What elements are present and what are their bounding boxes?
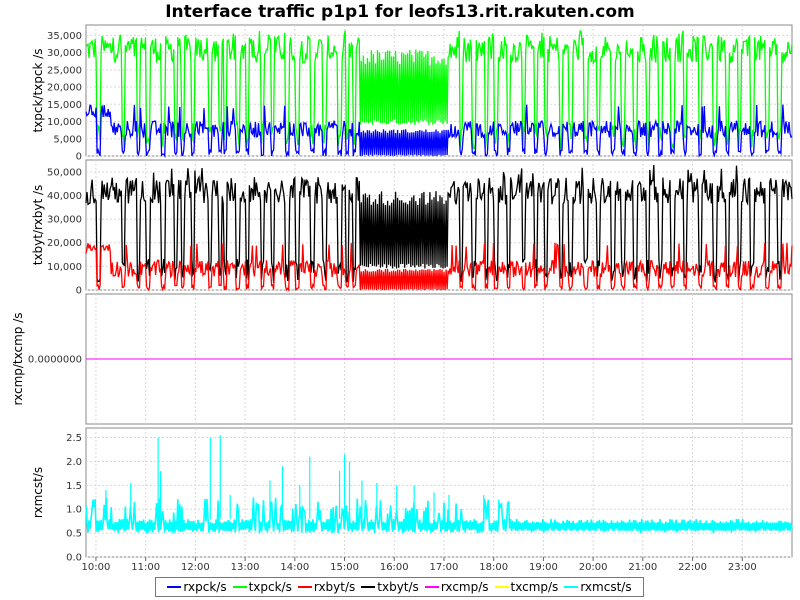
x-tick-label-0: 10:00: [82, 562, 111, 573]
panel-4-ytick-label-2: 1.0: [66, 505, 82, 516]
panel-2-ytick-label-1: 10,000: [47, 262, 82, 273]
legend-item-rxmcst-s: rxmcst/s: [564, 580, 632, 594]
x-tick-label-2: 12:00: [181, 562, 210, 573]
panel-1-ytick-label-3: 15,000: [47, 100, 82, 111]
legend-item-rxcmp-s: rxcmp/s: [424, 580, 489, 594]
panel-4-ytick-label-3: 1.5: [66, 481, 82, 492]
legend-item-txpck-s: txpck/s: [232, 580, 292, 594]
panel-4-ylabel: rxmcst/s: [31, 467, 45, 518]
panel-2-ytick-label-0: 0: [76, 286, 82, 297]
x-tick-label-7: 17:00: [430, 562, 459, 573]
series-txbyt-s-line: [85, 164, 793, 283]
legend-label: rxpck/s: [183, 580, 227, 594]
legend-swatch: [167, 586, 182, 588]
panel-1-ytick-label-7: 35,000: [47, 31, 82, 42]
x-tick-label-1: 11:00: [131, 562, 160, 573]
panel-4-ytick-label-4: 2.0: [66, 457, 82, 468]
x-tick-label-8: 18:00: [479, 562, 508, 573]
series-rxpck-s-line: [85, 104, 793, 159]
legend-label: txcmp/s: [510, 580, 559, 594]
legend-item-txcmp-s: txcmp/s: [494, 580, 559, 594]
legend-swatch: [232, 586, 247, 588]
panel-1-ytick-label-0: 0: [76, 152, 82, 163]
panel-2-ytick-label-5: 50,000: [47, 167, 82, 178]
panel-2-ytick-label-4: 40,000: [47, 191, 82, 202]
panel-1-ytick-label-5: 25,000: [47, 65, 82, 76]
x-tick-label-4: 14:00: [280, 562, 309, 573]
panel-4-ytick-label-5: 2.5: [66, 433, 82, 444]
legend-swatch: [564, 586, 579, 588]
legend-label: rxmcst/s: [580, 580, 632, 594]
legend-label: txpck/s: [248, 580, 292, 594]
panel-4-frame: [85, 427, 793, 558]
legend-item-txbyt-s: txbyt/s: [361, 580, 419, 594]
series-rxmcst-line: [85, 497, 793, 534]
legend-label: txbyt/s: [377, 580, 419, 594]
series-rxbyt-s-line: [85, 242, 793, 292]
panel-1-ytick-label-2: 10,000: [47, 117, 82, 128]
legend-label: rxcmp/s: [440, 580, 489, 594]
panel-1-ytick-label-1: 5,000: [53, 134, 82, 145]
x-tick-label-11: 21:00: [628, 562, 657, 573]
panel-1-ylabel: txpck/txpck /s: [31, 48, 45, 132]
panel-1-ytick-label-4: 20,000: [47, 83, 82, 94]
legend-item-rxpck-s: rxpck/s: [167, 580, 227, 594]
legend: rxpck/s txpck/s rxbyt/s txbyt/s rxcmp/s txcmp…: [155, 577, 644, 597]
panel-3-ytick-label-0: 0.0000000: [28, 355, 82, 366]
series-txpck-s-line: [85, 29, 793, 150]
legend-swatch: [424, 586, 439, 588]
x-tick-label-5: 15:00: [330, 562, 359, 573]
chart-title: Interface traffic p1p1 for leofs13.rit.r…: [165, 2, 635, 22]
x-tick-label-6: 16:00: [380, 562, 409, 573]
legend-item-rxbyt-s: rxbyt/s: [297, 580, 356, 594]
panel-4-ytick-label-1: 0.5: [66, 529, 82, 540]
panel-2-ylabel: txbyt/rxbyt /s: [31, 185, 45, 266]
panel-1-ytick-label-6: 30,000: [47, 48, 82, 59]
x-tick-label-3: 13:00: [231, 562, 260, 573]
x-tick-label-12: 22:00: [678, 562, 707, 573]
x-tick-label-9: 19:00: [529, 562, 558, 573]
legend-swatch: [361, 586, 376, 588]
panel-2-ytick-label-2: 20,000: [47, 238, 82, 249]
panel-2-ytick-label-3: 30,000: [47, 215, 82, 226]
legend-swatch: [297, 586, 312, 588]
panel-3-ylabel: rxcmp/txcmp /s: [11, 312, 25, 405]
x-tick-label-13: 23:00: [728, 562, 757, 573]
legend-swatch: [494, 586, 509, 588]
x-tick-label-10: 20:00: [579, 562, 608, 573]
panel-4-ytick-label-0: 0.0: [66, 553, 82, 564]
legend-label: rxbyt/s: [313, 580, 356, 594]
